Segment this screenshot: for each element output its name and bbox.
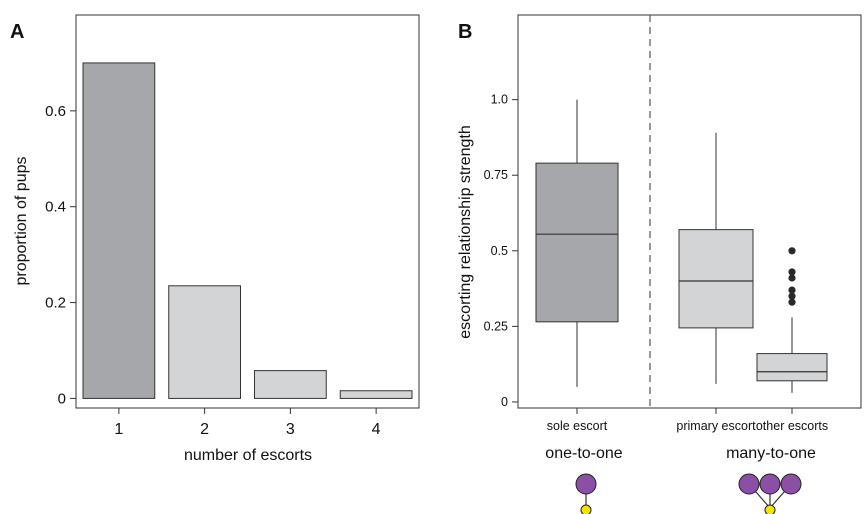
outlier-point <box>788 247 796 255</box>
outlier-point <box>788 274 796 282</box>
bar <box>339 390 413 399</box>
panel-a-label: A <box>10 21 24 43</box>
y-tick-label: 0.2 <box>45 295 66 312</box>
x-tick-label: primary escort <box>676 419 756 433</box>
x-tick-label: 1 <box>114 421 123 438</box>
chart-a-frame <box>75 14 420 409</box>
x-tick-label: 3 <box>286 421 295 438</box>
x-tick-label: other escorts <box>756 419 828 433</box>
group-label-many-to-one: many-to-one <box>726 445 816 462</box>
chart-b-ylabel: escorting relationship strength <box>457 125 474 338</box>
y-tick-label: 0 <box>501 395 508 409</box>
box-body <box>678 229 754 329</box>
outlier-point <box>788 268 796 276</box>
panel-b-label: B <box>458 21 472 43</box>
y-tick-label: 0 <box>58 390 66 407</box>
chart-b: 0 0.25 0.5 0.75 1.0 sole escort primary escor… <box>457 14 862 462</box>
outlier-point <box>788 298 796 306</box>
chart-a-xlabel: number of escorts <box>184 447 312 464</box>
y-tick-label: 0.25 <box>484 319 508 333</box>
y-tick-label: 0.4 <box>45 199 66 216</box>
y-tick-label: 0.75 <box>484 168 508 182</box>
x-tick-label: 2 <box>200 421 209 438</box>
y-tick-label: 0.5 <box>491 244 508 258</box>
box <box>535 99 619 387</box>
bar <box>254 370 327 399</box>
box-body <box>756 353 828 382</box>
outlier-point <box>788 286 796 294</box>
box <box>756 247 828 393</box>
y-tick-label: 1.0 <box>491 93 508 107</box>
many-to-one-icon <box>738 473 802 514</box>
group-label-one-to-one: one-to-one <box>545 445 622 462</box>
chart-a-ylabel: proportion of pups <box>13 157 30 286</box>
outlier-point <box>788 292 796 300</box>
chart-a: 0 0.2 0.4 0.6 1 2 3 4 number of escorts propor… <box>13 14 420 464</box>
x-tick-label: 4 <box>372 421 381 438</box>
box-body <box>535 162 619 323</box>
x-tick-label: sole escort <box>547 419 608 433</box>
bar <box>168 285 241 399</box>
bar <box>82 62 156 399</box>
one-to-one-icon <box>575 473 597 514</box>
y-tick-label: 0.6 <box>45 103 66 120</box>
chart-b-frame <box>517 14 862 409</box>
box <box>678 132 754 384</box>
